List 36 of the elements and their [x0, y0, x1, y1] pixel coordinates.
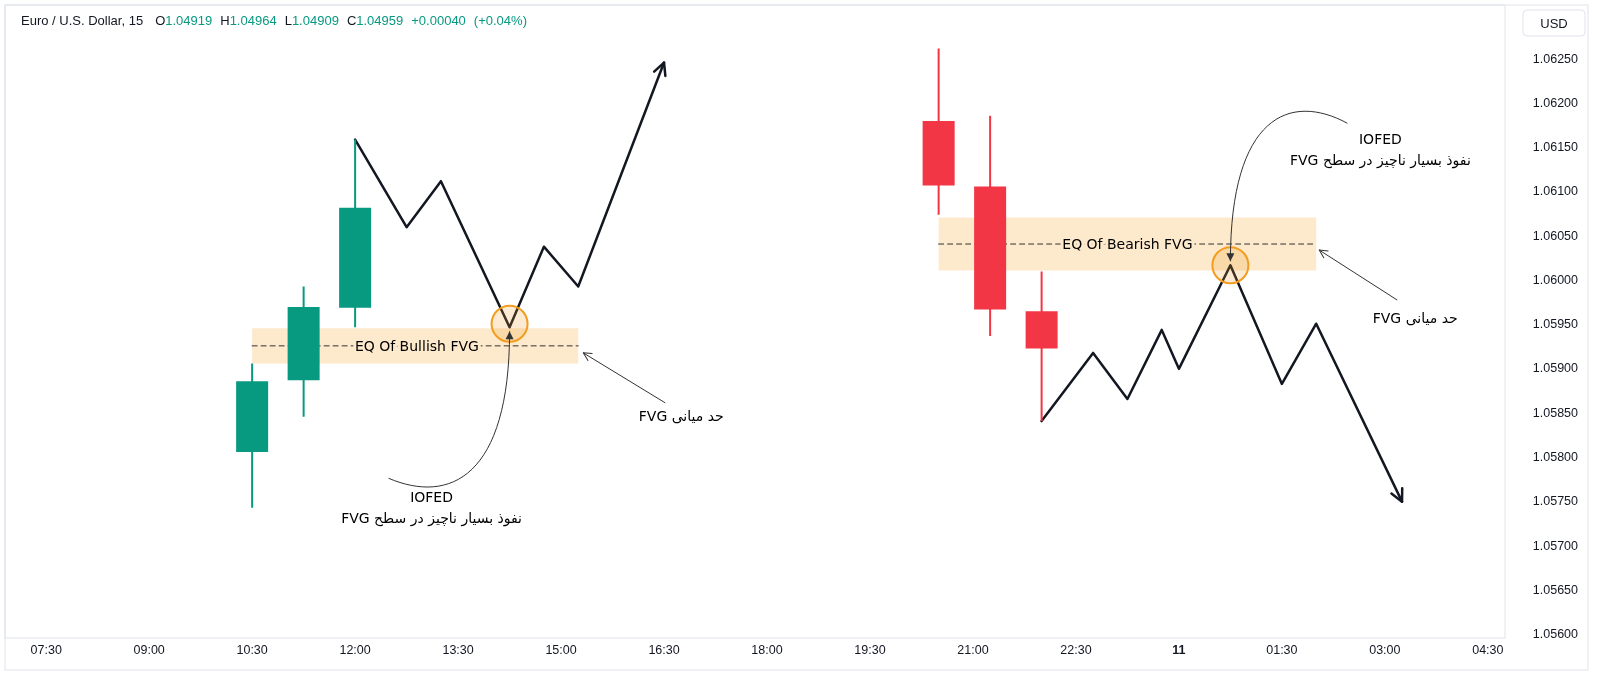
x-tick-label: 19:30 — [854, 643, 886, 657]
y-tick-label: 1.06000 — [1532, 272, 1579, 287]
y-tick-label: 1.05750 — [1532, 494, 1579, 509]
annotation: حد میانی FVG — [638, 407, 724, 424]
text: Euro / U.S. Dollar, 15 — [21, 13, 144, 28]
x-tick-label: 22:30 — [1060, 643, 1092, 657]
x-tick-label: 15:00 — [545, 643, 577, 657]
y-tick-label: 1.05800 — [1532, 450, 1579, 465]
annotation: EQ Of Bullish FVG — [354, 337, 479, 354]
x-tick-label: 12:00 — [339, 643, 371, 657]
y-axis-title: USD — [1540, 16, 1568, 31]
x-tick-label: 13:30 — [442, 643, 474, 657]
x-tick-label: 18:00 — [751, 643, 783, 657]
x-tick-label: 07:30 — [30, 643, 62, 657]
y-tick-label: 1.06250 — [1532, 51, 1579, 66]
x-tick-label: 03:00 — [1369, 643, 1401, 657]
text: O1.04919 H1.04964 L1.04909 C1.04959 +0.00040 (+0.04%) — [155, 13, 527, 28]
y-tick-label: 1.06150 — [1532, 140, 1579, 155]
y-tick-label: 1.05600 — [1532, 627, 1579, 642]
x-tick-label: 04:30 — [1472, 643, 1504, 657]
x-tick-label: 09:00 — [133, 643, 165, 657]
x-tick-label: 11 — [1172, 643, 1186, 657]
annotation: EQ Of Bearish FVG — [1062, 236, 1193, 253]
y-tick-label: 1.06200 — [1532, 95, 1579, 110]
y-tick-label: 1.05900 — [1532, 361, 1579, 376]
y-tick-label: 1.06050 — [1532, 228, 1579, 243]
y-tick-label: 1.05650 — [1532, 582, 1579, 597]
y-tick-label: 1.06100 — [1532, 184, 1579, 199]
x-tick-label: 10:30 — [236, 643, 268, 657]
x-tick-label: 16:30 — [648, 643, 680, 657]
x-tick-label: 21:00 — [957, 643, 989, 657]
y-tick-label: 1.05850 — [1532, 405, 1579, 420]
y-tick-label: 1.05700 — [1532, 538, 1579, 553]
annotation: حد میانی FVG — [1372, 310, 1458, 327]
x-tick-label: 01:30 — [1266, 643, 1298, 657]
y-tick-label: 1.05950 — [1532, 317, 1579, 332]
